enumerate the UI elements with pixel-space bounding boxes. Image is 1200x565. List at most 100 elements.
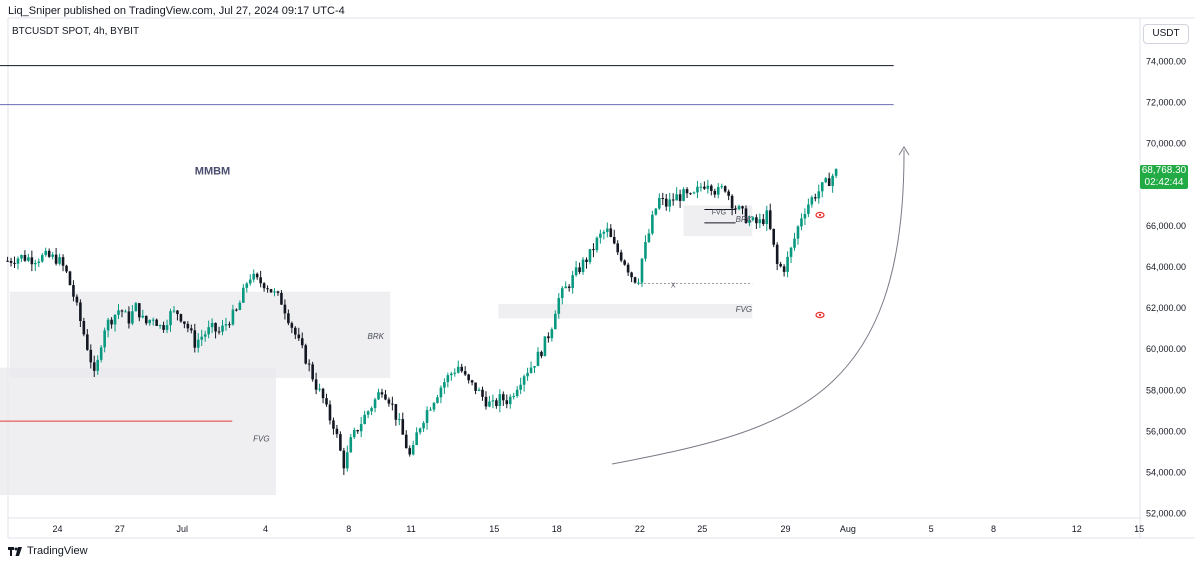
candle-body	[671, 199, 675, 201]
candle-body	[460, 366, 464, 372]
candle-body	[827, 178, 831, 186]
candle-body	[609, 228, 613, 237]
candle-body	[23, 255, 27, 261]
candle-body	[647, 233, 651, 243]
candle-body	[470, 380, 474, 383]
candle-body	[217, 331, 221, 333]
candle-body	[68, 271, 72, 286]
candle-body	[307, 363, 311, 365]
candle-body	[134, 303, 138, 312]
candle-body	[612, 236, 616, 244]
candle-body	[706, 185, 710, 189]
candle-body	[474, 382, 477, 391]
candle-body	[144, 315, 148, 324]
x-tick-label: 4	[263, 524, 268, 534]
candle-body	[834, 169, 838, 176]
candle-body	[505, 400, 509, 405]
candle-body	[311, 364, 314, 380]
footer-brand: TradingView	[27, 545, 88, 557]
y-tick-label: 74,000.00	[1146, 57, 1186, 67]
candle-body	[318, 388, 321, 390]
candle-body	[124, 311, 127, 313]
candle-body	[807, 204, 810, 214]
x-tick-label: 15	[1134, 524, 1144, 534]
candle-body	[44, 250, 48, 256]
candle-body	[20, 255, 23, 259]
candle-body	[446, 375, 450, 383]
candle-body	[571, 275, 574, 289]
candle-body	[228, 324, 231, 326]
candle-body	[789, 247, 793, 257]
candle-body	[495, 400, 498, 406]
candle-body	[54, 254, 58, 264]
x-tick-label: 27	[115, 524, 125, 534]
candle-body	[540, 351, 543, 357]
candle-body	[637, 282, 640, 284]
candle-body	[321, 388, 325, 399]
candle-body	[491, 400, 495, 402]
candle-body	[793, 238, 796, 248]
candle-body	[415, 432, 418, 446]
last-price-tag: 68,768.30 02:42:44	[1140, 165, 1188, 189]
candle-body	[814, 197, 817, 199]
candle-body	[27, 257, 30, 261]
candle-body	[456, 366, 460, 373]
candle-body	[276, 291, 280, 293]
candle-body	[304, 345, 308, 364]
y-tick-label: 70,000.00	[1146, 139, 1186, 149]
candle-body	[626, 264, 630, 273]
candle-body	[786, 256, 789, 272]
candle-body	[148, 319, 152, 324]
candle-body	[290, 323, 294, 328]
countdown: 02:42:44	[1144, 177, 1184, 188]
candle-body	[554, 313, 557, 330]
candle-body	[765, 210, 769, 225]
candle-body	[106, 319, 110, 331]
y-tick-label: 58,000.00	[1146, 385, 1186, 395]
candle-body	[779, 263, 782, 267]
candle-body	[592, 249, 595, 251]
zone-brk-3	[683, 205, 753, 237]
candle-body	[782, 266, 786, 272]
y-tick-label: 72,000.00	[1146, 98, 1186, 108]
candle-body	[484, 396, 488, 407]
candle-body	[13, 262, 16, 264]
zone-label: BRK	[368, 332, 385, 341]
y-tick-label: 60,000.00	[1146, 344, 1186, 354]
candle-body	[810, 197, 814, 205]
candle-body	[99, 347, 103, 360]
x-tick-label: 18	[552, 524, 562, 534]
candle-body	[363, 414, 366, 425]
candle-body	[429, 409, 432, 411]
candle-body	[599, 233, 602, 238]
candle-body	[131, 311, 134, 324]
candle-body	[713, 190, 717, 195]
candle-body	[481, 389, 484, 397]
candle-body	[40, 255, 44, 262]
candle-body	[248, 279, 252, 284]
candle-body	[335, 428, 339, 435]
candle-body	[772, 228, 776, 245]
candle-body	[654, 208, 658, 215]
y-tick-label: 56,000.00	[1146, 426, 1186, 436]
candle-body	[86, 334, 89, 350]
candle-body	[453, 372, 457, 374]
candle-body	[200, 336, 204, 340]
publisher-line: Liq_Sniper published on TradingView.com,…	[8, 5, 345, 17]
candle-body	[574, 267, 578, 276]
candle-body	[519, 384, 522, 390]
candle-body	[96, 359, 100, 371]
y-tick-label: 66,000.00	[1146, 221, 1186, 231]
currency-button[interactable]: USDT	[1143, 24, 1189, 44]
candle-body	[89, 349, 93, 363]
candle-body	[266, 288, 269, 290]
candle-body	[120, 310, 124, 312]
candle-body	[255, 273, 259, 278]
candle-body	[297, 334, 301, 339]
candle-body	[183, 321, 186, 324]
candle-body	[259, 277, 262, 284]
candle-body	[699, 186, 703, 188]
candle-body	[210, 322, 214, 328]
candle-body	[644, 242, 647, 259]
